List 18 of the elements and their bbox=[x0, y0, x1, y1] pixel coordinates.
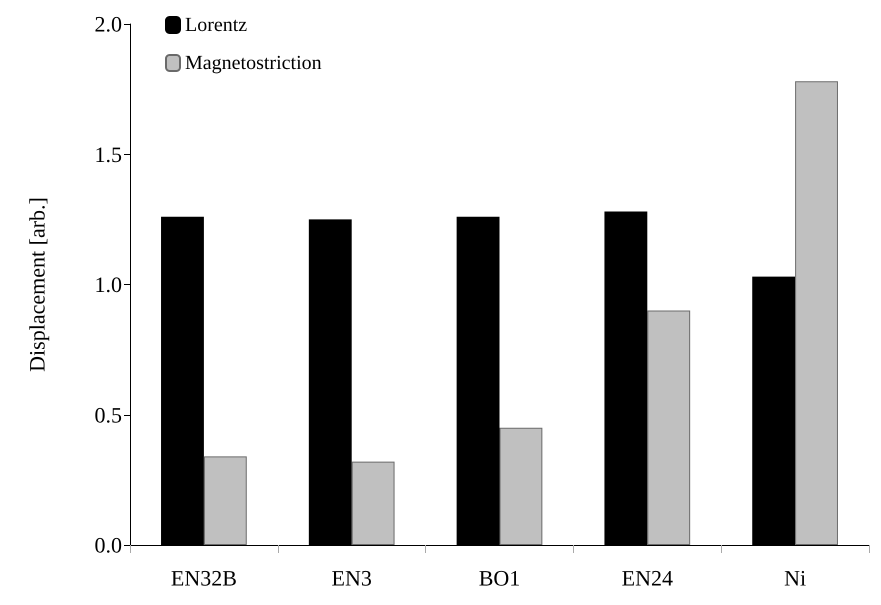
y-tick-label: 0.5 bbox=[94, 402, 122, 428]
legend-label: Lorentz bbox=[185, 14, 248, 36]
bar bbox=[647, 310, 690, 545]
y-tick-label: 1.5 bbox=[94, 142, 122, 167]
x-tick-label: Ni bbox=[784, 566, 806, 590]
bar bbox=[500, 428, 542, 545]
legend-label: Magnetostriction bbox=[185, 52, 322, 74]
bar bbox=[795, 81, 838, 545]
y-tick-label: 0.0 bbox=[94, 532, 122, 558]
x-tick-label: EN3 bbox=[332, 566, 372, 590]
bar bbox=[204, 456, 247, 545]
y-tick-label: 1.0 bbox=[94, 272, 122, 297]
x-tick-label: EN32B bbox=[170, 566, 237, 590]
bar bbox=[352, 462, 395, 545]
x-tick-label: BO1 bbox=[478, 566, 520, 590]
x-tick-label: EN24 bbox=[622, 566, 673, 590]
y-axis-title: Displacement [arb.] bbox=[24, 197, 50, 372]
y-tick-label: 2.0 bbox=[94, 12, 122, 36]
